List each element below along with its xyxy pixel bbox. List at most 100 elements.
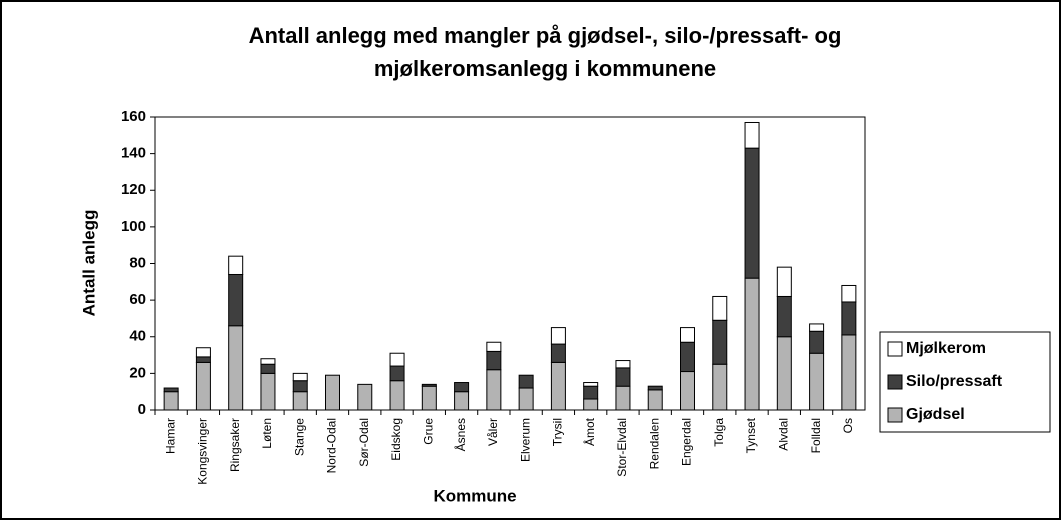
- bar-segment: [163, 391, 179, 411]
- y-tick-label: 120: [121, 181, 146, 198]
- bar-segment: [228, 325, 244, 411]
- bar-segment: [518, 387, 534, 411]
- bar-segment: [712, 319, 728, 365]
- bar-segment: [647, 385, 663, 391]
- bar-segment: [583, 382, 599, 387]
- x-tick-label: Rendalen: [647, 418, 661, 469]
- legend-label: Gjødsel: [906, 406, 965, 423]
- x-tick-label: Åmot: [582, 417, 597, 446]
- bar-segment: [260, 363, 276, 374]
- bar-segment: [809, 330, 825, 354]
- y-tick-label: 140: [121, 145, 146, 162]
- legend-label: Mjølkerom: [906, 340, 986, 357]
- x-tick-label: Sør-Odal: [357, 418, 371, 467]
- x-tick-label: Hamar: [163, 418, 177, 454]
- x-tick-label: Tolga: [712, 418, 726, 447]
- bar-segment: [550, 343, 566, 363]
- bar-segment: [550, 361, 566, 411]
- bar-segment: [454, 382, 470, 393]
- x-tick-label: Løten: [260, 418, 274, 449]
- bar-segment: [292, 380, 308, 393]
- bar-segment: [615, 367, 631, 387]
- bar-segment: [454, 391, 470, 411]
- x-tick-label: Alvdal: [776, 418, 790, 451]
- bar-segment: [809, 323, 825, 332]
- x-tick-label: Os: [841, 418, 855, 433]
- legend-swatch: [887, 407, 903, 423]
- bar-segment: [583, 398, 599, 411]
- bar-segment: [776, 295, 792, 338]
- bar-segment: [615, 360, 631, 369]
- y-tick-label: 60: [129, 291, 146, 308]
- bar-segment: [389, 380, 405, 411]
- y-axis-label: Antall anlegg: [79, 210, 98, 317]
- x-tick-label: Trysil: [551, 418, 565, 446]
- x-tick-label: Åsnes: [453, 418, 468, 451]
- bar-segment: [615, 385, 631, 411]
- x-tick-label: Ringsaker: [228, 418, 242, 472]
- bar-segment: [195, 356, 211, 363]
- y-tick-label: 160: [121, 108, 146, 125]
- bar-segment: [357, 383, 373, 411]
- bar-segment: [841, 334, 857, 411]
- chart-title: Antall anlegg med mangler på gjødsel-, s…: [249, 23, 842, 48]
- bar-segment: [389, 365, 405, 382]
- x-tick-label: Folldal: [809, 418, 823, 453]
- bar-segment: [776, 266, 792, 297]
- bar-segment: [325, 374, 340, 411]
- bar-segment: [228, 273, 244, 327]
- legend-label: Silo/pressaft: [906, 373, 1003, 390]
- x-tick-label: Stor-Elvdal: [615, 418, 629, 477]
- chart-title: mjølkeromsanlegg i kommunene: [374, 56, 716, 81]
- bar-segment: [260, 372, 276, 411]
- bar-segment: [260, 358, 276, 365]
- y-tick-label: 100: [121, 218, 146, 235]
- legend-swatch: [887, 374, 903, 390]
- bar-segment: [680, 341, 695, 373]
- y-tick-label: 0: [138, 401, 146, 418]
- x-tick-label: Engerdal: [680, 418, 694, 466]
- x-tick-label: Nord-Odal: [325, 418, 339, 473]
- bar-segment: [744, 121, 760, 149]
- bar-segment: [228, 255, 244, 275]
- bar-segment: [647, 389, 663, 411]
- y-tick-label: 40: [129, 328, 146, 345]
- bar-segment: [776, 336, 792, 411]
- bar-segment: [195, 361, 211, 411]
- bar-segment: [195, 347, 211, 358]
- y-tick-label: 20: [129, 364, 146, 381]
- bar-segment: [712, 363, 728, 411]
- bar-segment: [841, 284, 857, 303]
- x-tick-label: Stange: [292, 418, 306, 456]
- legend-swatch: [887, 341, 903, 357]
- x-tick-label: Eidskog: [389, 418, 403, 461]
- bar-segment: [421, 383, 437, 387]
- bar-segment: [744, 277, 760, 411]
- bar-segment: [163, 387, 179, 393]
- bar-segment: [518, 374, 534, 389]
- bar-segment: [550, 327, 566, 345]
- bar-segment: [421, 385, 437, 411]
- bar-segment: [680, 327, 695, 343]
- bar-segment: [744, 147, 760, 279]
- bar-segment: [389, 352, 405, 367]
- bar-segment: [680, 371, 695, 411]
- bar-segment: [486, 350, 502, 371]
- x-tick-label: Tynset: [744, 417, 758, 453]
- legend: [879, 331, 1051, 433]
- bar-segment: [486, 341, 502, 352]
- bar-segment: [841, 301, 857, 336]
- bar-segment: [292, 372, 308, 382]
- x-tick-label: Våler: [486, 418, 500, 446]
- bar-segment: [712, 295, 728, 321]
- x-axis-label: Kommune: [433, 486, 516, 505]
- y-tick-label: 80: [129, 254, 146, 271]
- bar-segment: [809, 352, 825, 411]
- bar-segment: [486, 369, 502, 411]
- x-tick-label: Grue: [421, 418, 435, 445]
- bar-segment: [583, 385, 599, 400]
- bar-segment: [292, 391, 308, 411]
- x-tick-label: Kongsvinger: [196, 418, 210, 485]
